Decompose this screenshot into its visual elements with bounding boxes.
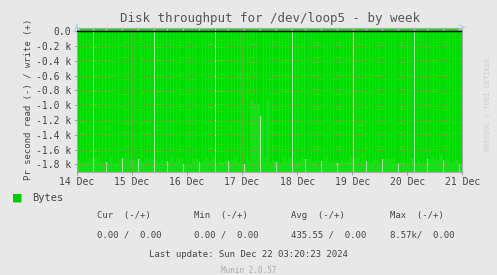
Text: Min  (-/+): Min (-/+) [194,211,248,220]
Text: ■: ■ [12,193,23,203]
Text: Munin 2.0.57: Munin 2.0.57 [221,266,276,274]
Text: RRDTOOL / TOBI OETIKER: RRDTOOL / TOBI OETIKER [485,58,491,151]
Y-axis label: Pr second read (-) / write (+): Pr second read (-) / write (+) [24,19,33,180]
Text: 8.57k/  0.00: 8.57k/ 0.00 [390,231,455,240]
Text: 435.55 /  0.00: 435.55 / 0.00 [291,231,366,240]
Text: Max  (-/+): Max (-/+) [390,211,444,220]
Text: Cur  (-/+): Cur (-/+) [97,211,151,220]
Text: Last update: Sun Dec 22 03:20:23 2024: Last update: Sun Dec 22 03:20:23 2024 [149,250,348,259]
Text: 0.00 /  0.00: 0.00 / 0.00 [194,231,258,240]
Title: Disk throughput for /dev/loop5 - by week: Disk throughput for /dev/loop5 - by week [120,12,419,25]
Text: Avg  (-/+): Avg (-/+) [291,211,344,220]
Text: 0.00 /  0.00: 0.00 / 0.00 [97,231,162,240]
Text: Bytes: Bytes [32,193,64,203]
